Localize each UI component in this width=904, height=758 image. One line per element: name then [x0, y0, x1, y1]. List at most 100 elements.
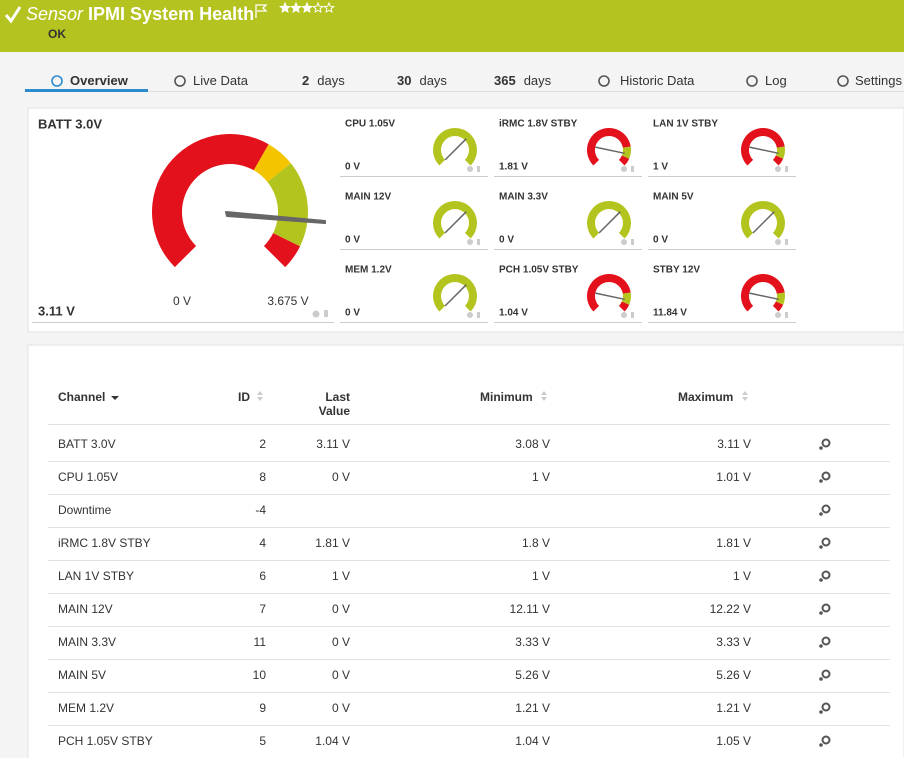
channel-settings-icon[interactable]: [821, 735, 831, 745]
cell-value: 0 V: [332, 602, 350, 616]
tab-label: Settings: [855, 73, 902, 88]
channel-name: Downtime: [58, 503, 112, 517]
gauge-segment: [253, 144, 291, 182]
channel-settings-icon[interactable]: [821, 570, 831, 580]
gauge-segment: [618, 155, 630, 166]
tab-icon: [837, 75, 849, 87]
priority-star[interactable]: [311, 1, 325, 14]
cell-value: 4: [259, 536, 266, 550]
sort-icon[interactable]: [541, 391, 547, 401]
gauge-value: 0 V: [499, 235, 514, 246]
sort-icon[interactable]: [742, 391, 748, 401]
main-gauge-max: 3.675 V: [267, 294, 308, 308]
cell-value: 1.01 V: [716, 470, 751, 484]
table-panel: [27, 344, 904, 758]
channel-settings-icon-small: [819, 512, 823, 516]
status-check: [4, 6, 22, 24]
cell-tool-icon: [621, 239, 627, 245]
cell-pin-icon: [631, 312, 634, 318]
cell-pin-icon: [785, 312, 788, 318]
gauge-needle: [749, 146, 779, 155]
gauge-name: STBY 12V: [653, 265, 700, 276]
gauge-needle: [595, 292, 625, 301]
header-bar: [0, 0, 904, 52]
channel-settings-icon[interactable]: [821, 504, 831, 514]
gauge-value: 0 V: [345, 162, 360, 173]
tab-label: days: [419, 73, 447, 88]
sort-icon[interactable]: [257, 391, 263, 401]
channel-settings-icon[interactable]: [821, 438, 831, 448]
channel-settings-icon[interactable]: [821, 636, 831, 646]
gauge-value: 1 V: [653, 162, 668, 173]
tab[interactable]: 2 days: [302, 73, 345, 88]
gauge-needle: [444, 284, 467, 307]
gauge-segment: [267, 163, 308, 247]
gauge-name: PCH 1.05V STBY: [499, 265, 579, 276]
tab[interactable]: 365 days: [494, 73, 552, 88]
channel-name: MAIN 3.3V: [58, 635, 116, 649]
cell-value: 3.33 V: [515, 635, 550, 649]
cell-tool-icon: [775, 166, 781, 172]
cell-value: 3.33 V: [716, 635, 751, 649]
channel-settings-icon-small: [819, 578, 823, 582]
tab[interactable]: Historic Data: [620, 73, 695, 88]
main-gauge-value: 3.11 V: [38, 303, 75, 318]
tab[interactable]: Overview: [70, 73, 129, 88]
cell-pin-icon: [785, 239, 788, 245]
priority-star[interactable]: [322, 1, 336, 14]
priority-star[interactable]: [278, 1, 292, 14]
cell-tool-icon: [467, 239, 473, 245]
gauge-value: 1.81 V: [499, 162, 528, 173]
gauge-value: 0 V: [345, 308, 360, 319]
gauge-segment: [618, 301, 630, 312]
cell-value: 11: [254, 635, 267, 649]
cell-value: 6: [259, 569, 266, 583]
cell-value: 3.08 V: [515, 437, 550, 451]
gauge-segment: [741, 200, 785, 239]
channel-settings-icon[interactable]: [821, 537, 831, 547]
channel-settings-icon-small: [819, 611, 823, 615]
channel-settings-icon[interactable]: [821, 702, 831, 712]
cell-value: 0 V: [332, 701, 350, 715]
cell-tool-icon: [775, 239, 781, 245]
gauge-needle: [225, 211, 326, 224]
channel-settings-icon-small: [819, 710, 823, 714]
channel-name: CPU 1.05V: [58, 470, 118, 484]
gauge-needle: [598, 211, 621, 234]
priority-star[interactable]: [300, 1, 314, 14]
channel-settings-icon[interactable]: [821, 669, 831, 679]
sort-icon[interactable]: [111, 396, 119, 400]
channel-settings-icon[interactable]: [821, 603, 831, 613]
tab[interactable]: Settings: [855, 73, 902, 88]
channel-name: MAIN 5V: [58, 668, 106, 682]
tab[interactable]: Live Data: [193, 73, 249, 88]
gauge-segment: [775, 146, 786, 159]
gauge-needle: [444, 211, 467, 234]
cell-value: 1 V: [532, 470, 550, 484]
cell-value: 0 V: [332, 668, 350, 682]
cell-value: 10: [253, 668, 267, 682]
cell-value: 12.11 V: [510, 602, 550, 616]
tab-label: Overview: [70, 73, 129, 88]
priority-star[interactable]: [289, 1, 303, 14]
gauge-value: 11.84 V: [653, 308, 687, 319]
tab[interactable]: Log: [765, 73, 787, 88]
tab[interactable]: 30 days: [397, 73, 447, 88]
cell-value: 1.81 V: [716, 536, 751, 550]
gauge-segment: [741, 273, 785, 312]
cell-value: 1.04 V: [315, 734, 350, 748]
channel-name: PCH 1.05V STBY: [58, 734, 153, 748]
column-header[interactable]: Last Value: [318, 390, 350, 418]
channel-name: MAIN 12V: [58, 602, 113, 616]
channel-settings-icon-small: [819, 743, 823, 747]
main-gauge-min: 0 V: [173, 294, 191, 308]
cell-value: 3.11 V: [316, 437, 350, 451]
sensor-prefix: Sensor: [26, 4, 84, 24]
gauge-name: MAIN 3.3V: [499, 192, 548, 203]
tab-label: Live Data: [193, 73, 249, 88]
channel-settings-icon[interactable]: [821, 471, 831, 481]
tab-number: 30: [397, 73, 411, 88]
cell-value: 1.8 V: [522, 536, 550, 550]
sensor-name: IPMI System Health: [88, 4, 254, 24]
